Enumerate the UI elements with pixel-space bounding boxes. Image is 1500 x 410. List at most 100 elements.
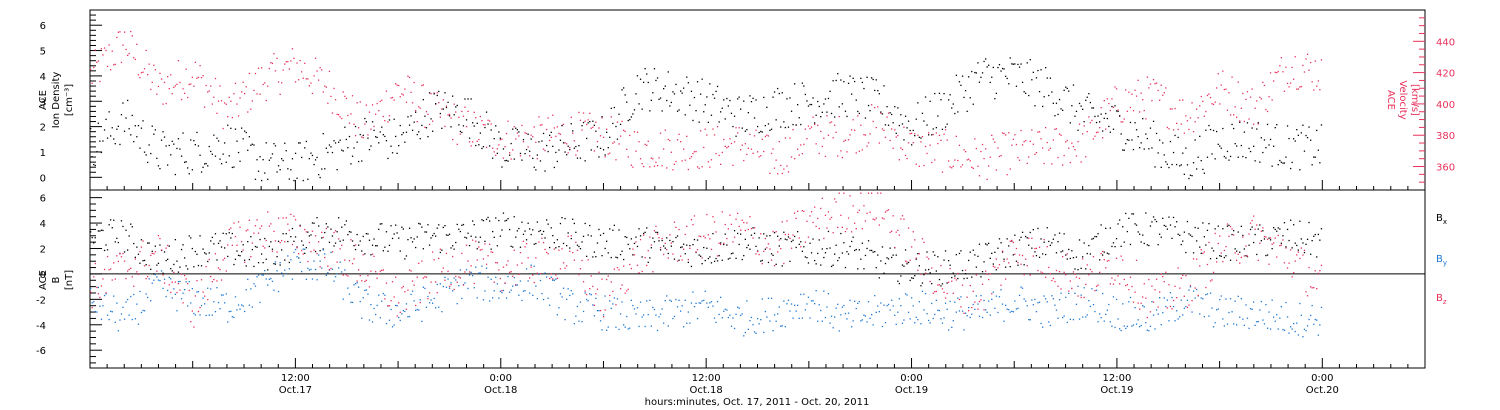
- velocity-point: [194, 61, 196, 63]
- bx-point: [216, 259, 218, 261]
- velocity-point: [914, 133, 916, 135]
- bx-point: [1296, 244, 1298, 247]
- by-point: [1000, 289, 1002, 291]
- bz-point: [1103, 259, 1105, 261]
- by-point: [156, 276, 158, 278]
- by-point: [214, 311, 217, 313]
- density-point: [718, 121, 720, 123]
- bx-point: [673, 258, 676, 260]
- bz-point: [773, 265, 776, 267]
- bx-point: [1137, 231, 1139, 233]
- velocity-point: [968, 158, 970, 160]
- bz-point: [609, 294, 611, 297]
- bz-point: [1025, 258, 1027, 260]
- velocity-point: [1259, 96, 1261, 98]
- by-point: [467, 287, 469, 290]
- bz-point: [1300, 247, 1302, 249]
- density-point: [918, 136, 920, 138]
- velocity-point: [1066, 139, 1068, 142]
- bz-point: [590, 275, 592, 277]
- by-point: [253, 283, 255, 285]
- velocity-point: [468, 141, 471, 143]
- bx-point: [376, 245, 378, 247]
- density-point: [177, 138, 180, 140]
- by-point: [823, 290, 825, 292]
- velocity-point: [912, 142, 914, 144]
- by-point: [749, 320, 751, 322]
- density-point: [804, 93, 806, 96]
- density-point: [273, 143, 275, 145]
- velocity-point: [680, 141, 682, 143]
- bx-point: [220, 246, 223, 248]
- bx-point: [305, 247, 307, 249]
- bz-point: [881, 217, 884, 219]
- bx-point: [1122, 226, 1124, 228]
- velocity-point: [416, 121, 418, 123]
- velocity-point: [733, 141, 736, 143]
- bz-point: [703, 235, 705, 237]
- bz-point: [669, 234, 671, 236]
- bz-point: [262, 245, 264, 247]
- velocity-point: [544, 149, 546, 152]
- bx-point: [1129, 243, 1132, 246]
- by-point: [951, 326, 953, 328]
- density-point: [313, 163, 315, 166]
- density-point: [556, 160, 558, 163]
- bx-point: [296, 246, 298, 248]
- density-point: [852, 77, 854, 79]
- bz-point: [1305, 291, 1307, 293]
- velocity-point: [134, 58, 136, 61]
- density-point: [1086, 96, 1088, 98]
- density-point: [650, 99, 652, 101]
- bx-point: [1114, 246, 1116, 248]
- bx-point: [251, 248, 253, 251]
- bx-point: [117, 241, 119, 244]
- velocity-point: [492, 147, 494, 149]
- by-point: [824, 316, 827, 319]
- by-point: [878, 311, 880, 313]
- bz-point: [601, 278, 603, 280]
- density-point: [1115, 110, 1118, 112]
- bx-point: [1279, 228, 1281, 230]
- density-point: [1134, 122, 1136, 124]
- bz-point: [1034, 247, 1036, 250]
- bz-point: [706, 213, 708, 216]
- bx-point: [398, 237, 400, 239]
- density-tick-label: 0: [40, 173, 46, 184]
- bz-point: [727, 228, 729, 230]
- density-point: [1199, 135, 1201, 137]
- bz-point: [501, 290, 503, 292]
- density-point: [1234, 143, 1236, 145]
- by-point: [767, 297, 770, 299]
- bx-point: [515, 236, 517, 238]
- bz-point: [994, 266, 996, 268]
- velocity-point: [1236, 116, 1238, 118]
- bx-point: [706, 247, 708, 249]
- velocity-point: [570, 116, 572, 118]
- by-point: [1132, 324, 1135, 326]
- x-tick-time-label: 0:00: [1311, 373, 1333, 384]
- by-point: [136, 303, 138, 305]
- density-point: [829, 90, 831, 92]
- velocity-point: [90, 68, 92, 71]
- bz-point: [723, 242, 725, 244]
- bz-point: [1054, 280, 1056, 283]
- bx-point: [359, 240, 361, 242]
- bx-point: [763, 233, 765, 235]
- bz-point: [847, 217, 850, 219]
- by-point: [90, 287, 92, 290]
- bz-point: [395, 276, 397, 278]
- bz-point: [599, 310, 602, 312]
- velocity-point: [1026, 162, 1028, 164]
- bz-point: [261, 225, 263, 227]
- bz-point: [1240, 256, 1242, 258]
- density-point: [111, 127, 113, 129]
- bx-point: [920, 285, 922, 287]
- density-point: [421, 124, 423, 127]
- velocity-point: [672, 169, 674, 171]
- bx-point: [641, 256, 643, 258]
- by-point: [525, 268, 528, 270]
- velocity-point: [678, 133, 680, 135]
- velocity-point: [626, 148, 628, 150]
- density-point: [224, 142, 226, 144]
